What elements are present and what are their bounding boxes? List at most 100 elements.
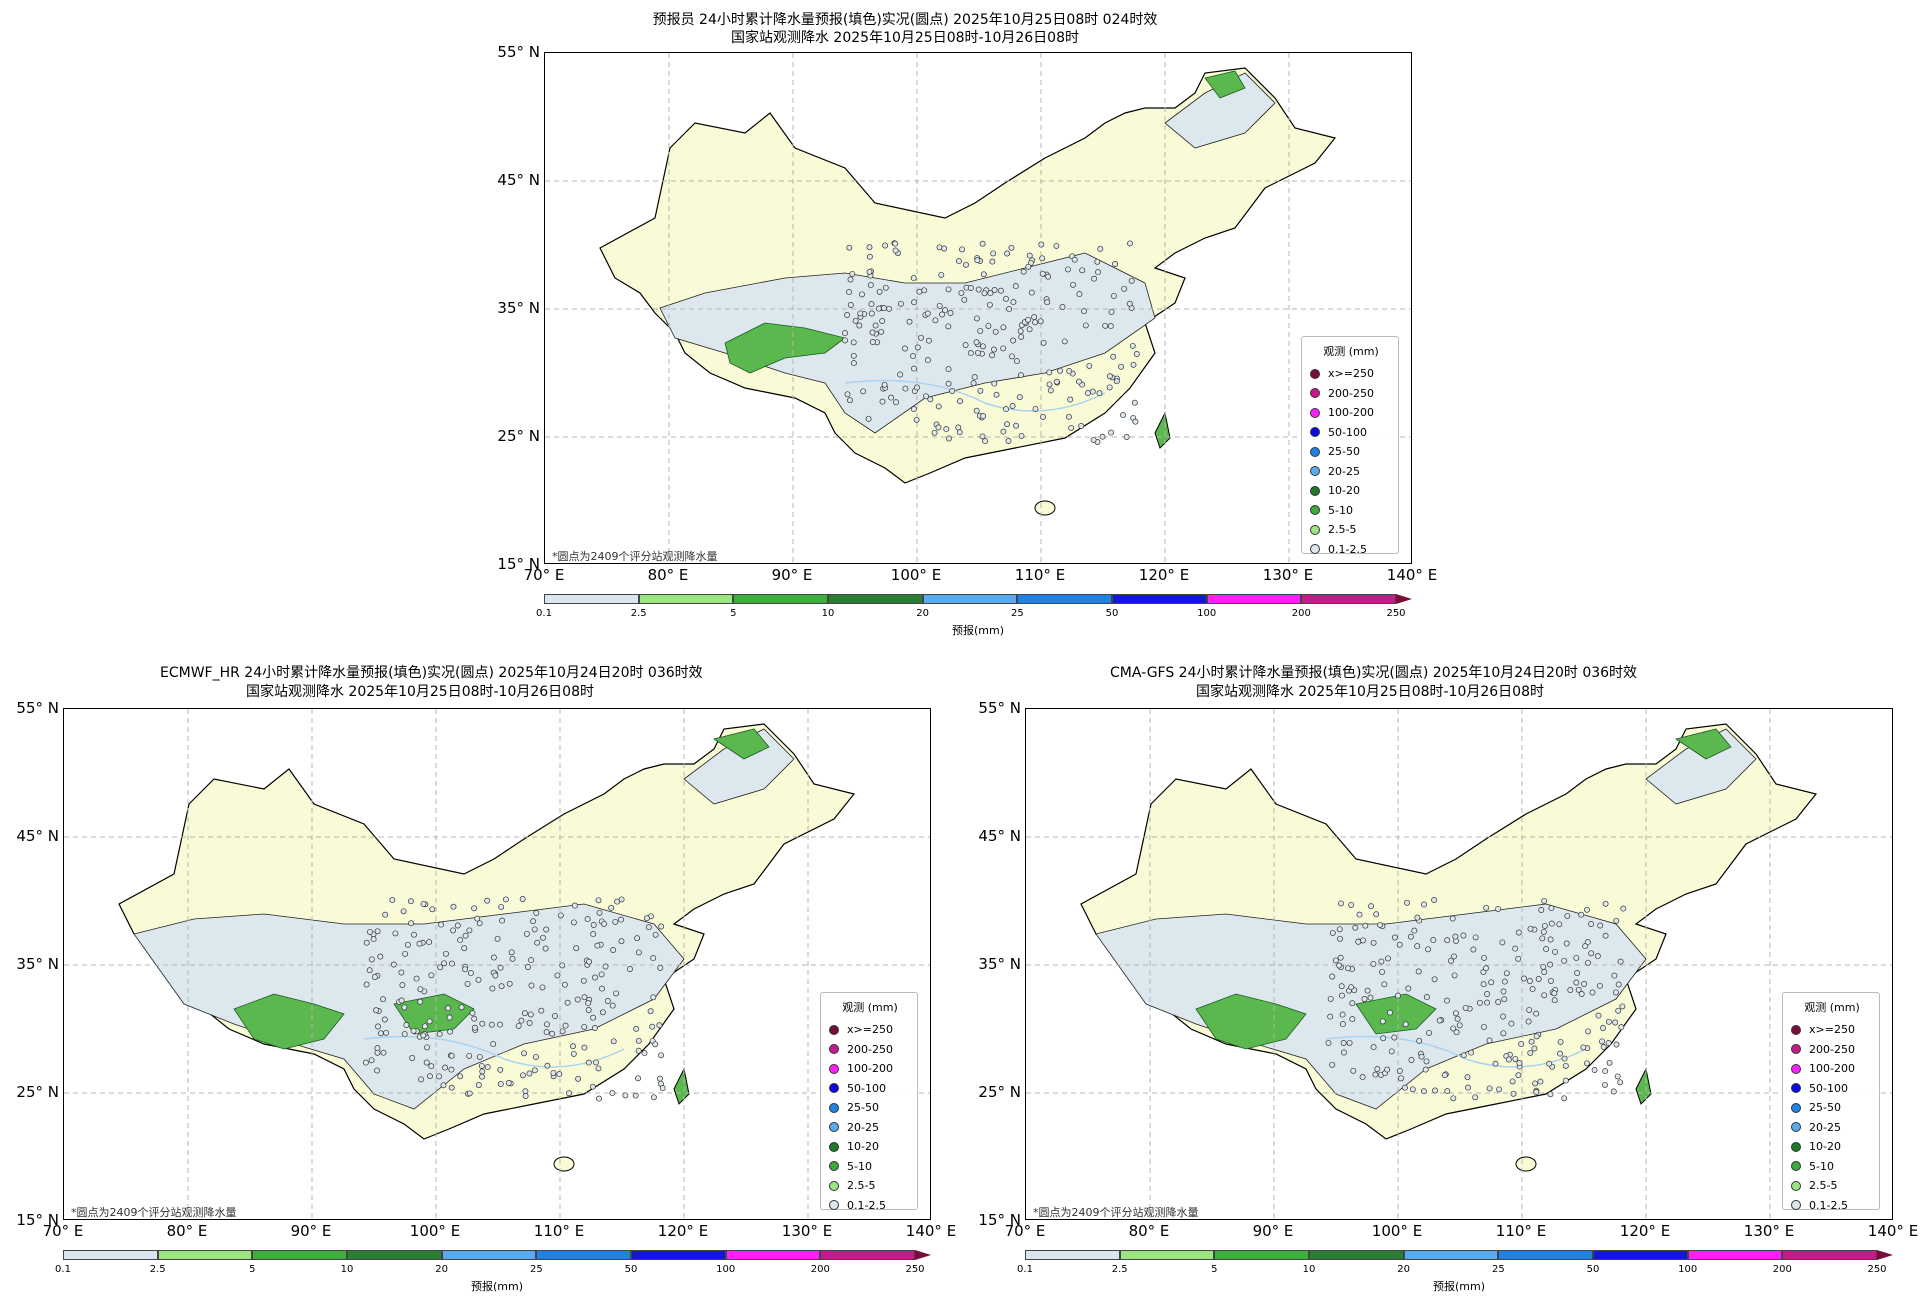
colorbar-tick-label: 50 (1105, 608, 1119, 619)
station-dot (1121, 285, 1128, 292)
station-dot (1547, 961, 1554, 968)
lon-tick-label: 100° E (409, 1222, 461, 1240)
station-dot (1562, 1077, 1569, 1084)
station-dot (411, 931, 417, 938)
station-note: *圆点为2409个评分站观测降水量 (71, 1206, 237, 1219)
rain-2.5-10-area (393, 993, 475, 1035)
taiwan-island (1154, 411, 1171, 449)
station-dot (564, 999, 571, 1006)
station-dot (502, 896, 509, 903)
colorbar-segment (544, 594, 639, 604)
station-dot (570, 919, 577, 926)
station-dot (1423, 994, 1430, 1001)
panel-title-line2: 国家站观测降水 2025年10月25日08时-10月26日08时 (245, 684, 595, 700)
station-dot (850, 339, 857, 346)
legend-item: x>=250 (1310, 364, 1392, 384)
station-dot (1329, 1061, 1336, 1068)
station-dot (1391, 1034, 1398, 1041)
station-dot (471, 1015, 478, 1022)
legend-dot-icon (1791, 1122, 1801, 1133)
station-dot (913, 416, 920, 423)
station-dot (1367, 994, 1374, 1001)
legend-item: 50-100 (1791, 1079, 1873, 1099)
station-dot (1602, 900, 1609, 907)
station-dot (1099, 433, 1106, 440)
legend-label: 200-250 (1809, 1042, 1855, 1056)
station-dot (888, 394, 895, 401)
legend-label: 50-100 (1328, 425, 1367, 439)
station-dot (658, 1052, 665, 1059)
rain-2.5-10-area (1195, 993, 1307, 1050)
legend-label: 200-250 (847, 1042, 893, 1056)
station-dot (440, 1082, 447, 1089)
station-dot (1040, 413, 1047, 420)
station-dot (932, 317, 939, 324)
station-dot (867, 282, 874, 289)
hainan-island (553, 1156, 575, 1172)
station-dot (892, 240, 899, 247)
station-dot (1573, 954, 1580, 961)
colorbar-tick-label: 0.1 (1017, 1264, 1033, 1275)
colorbar-tick-label: 250 (1386, 608, 1406, 619)
station-dot (1501, 978, 1508, 985)
station-dot (1488, 979, 1495, 986)
station-dot (1053, 378, 1060, 385)
station-dot (1588, 950, 1595, 957)
station-dot (436, 1073, 443, 1080)
legend-dot-icon (1310, 466, 1320, 477)
legend-item: 5-10 (829, 1157, 911, 1177)
station-dot (1132, 418, 1139, 425)
station-dot (656, 1022, 663, 1029)
station-dot (1453, 1029, 1460, 1036)
lon-tick-label: 110° E (1495, 1222, 1547, 1240)
station-dot (469, 1010, 476, 1017)
station-dot (1327, 995, 1334, 1002)
station-dot (634, 935, 641, 942)
station-dot (1532, 1080, 1539, 1087)
station-dot (438, 921, 445, 928)
station-dot (906, 318, 913, 325)
station-dot (916, 288, 923, 295)
station-dot (428, 972, 435, 979)
station-dot (610, 1038, 617, 1045)
legend-label: 2.5-5 (1809, 1179, 1838, 1193)
station-dot (375, 1023, 381, 1030)
lat-tick-label: 45° N (16, 827, 59, 845)
colorbar-segment (1309, 1250, 1404, 1260)
station-dot (989, 258, 996, 265)
observation-legend: 观测 (mm) x>=250 200-250 100-200 50-100 25-50 20… (820, 992, 918, 1212)
station-dot (850, 352, 857, 359)
station-dot (1416, 1037, 1423, 1044)
station-dot (1360, 937, 1366, 944)
station-dot (1518, 1041, 1525, 1048)
station-dot (1584, 906, 1590, 913)
station-dot (1370, 939, 1377, 946)
station-dot (1450, 1095, 1457, 1102)
legend-item: x>=250 (829, 1020, 911, 1040)
station-dot (401, 1031, 408, 1038)
station-dot (1370, 1044, 1377, 1051)
station-dot (882, 242, 889, 249)
station-dot (580, 977, 587, 984)
station-dot (1025, 316, 1032, 323)
station-dot (970, 380, 977, 387)
lon-tick-label: 140° E (1867, 1222, 1919, 1240)
station-dot (946, 435, 952, 442)
station-dot (1481, 954, 1488, 961)
legend-dot-icon (829, 1063, 839, 1074)
station-dot (1057, 367, 1064, 374)
station-dot (1396, 1068, 1403, 1074)
legend-item: 25-50 (1310, 442, 1392, 462)
station-dot (1584, 1060, 1590, 1067)
station-dot (1472, 1094, 1479, 1101)
station-dot (1540, 963, 1547, 970)
legend-label: 100-200 (847, 1062, 893, 1076)
station-dot (1464, 1074, 1471, 1081)
station-dot (1448, 957, 1454, 964)
station-dot (1381, 981, 1388, 988)
station-dot (402, 950, 409, 957)
station-dot (956, 258, 962, 265)
legend-label: 100-200 (1328, 406, 1374, 420)
station-dot (1612, 989, 1619, 996)
station-dot (1451, 972, 1458, 979)
